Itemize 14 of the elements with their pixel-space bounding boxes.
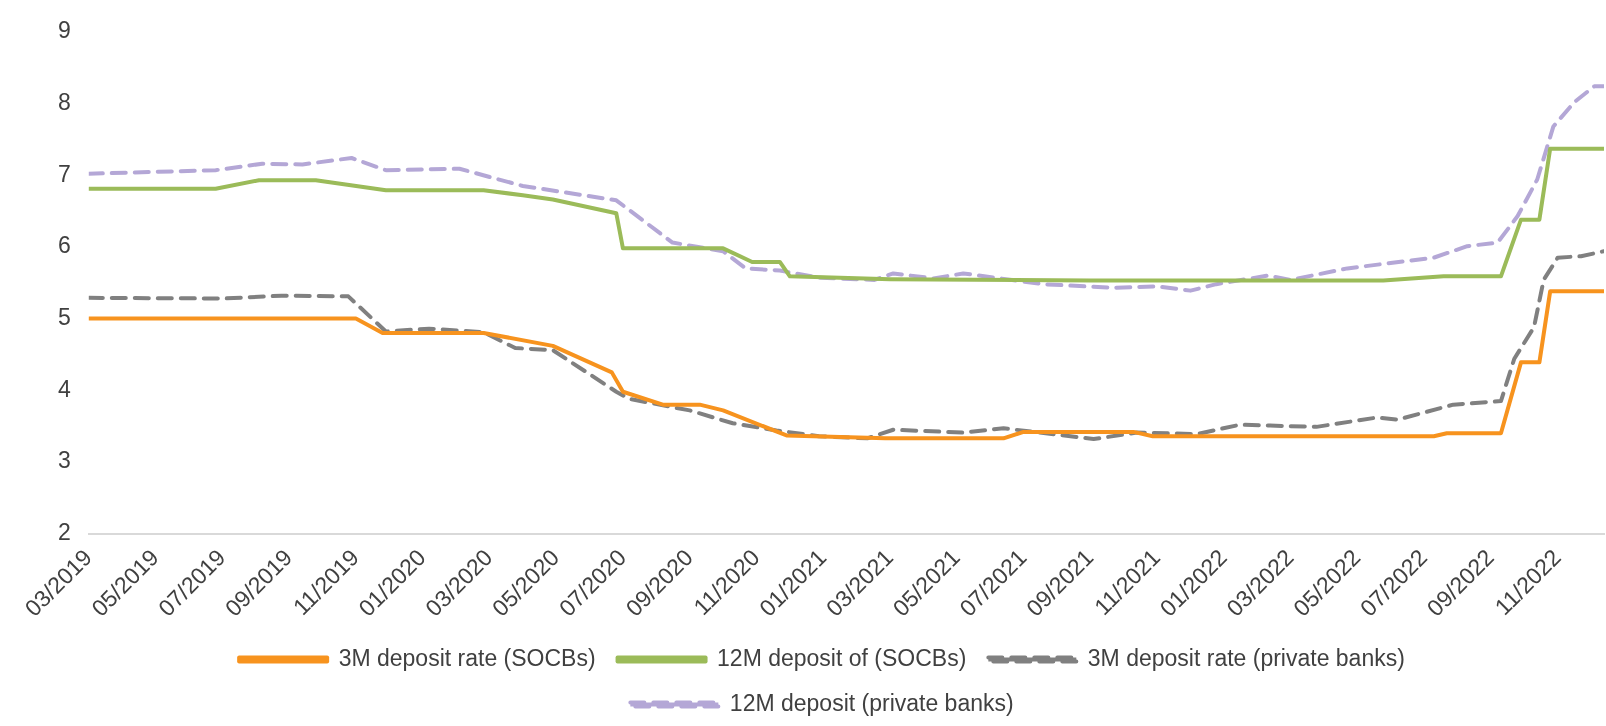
legend-label: 3M deposit rate (private banks): [1087, 644, 1405, 671]
y-tick-label: 9: [57, 17, 71, 44]
y-tick-label: 6: [57, 232, 71, 259]
y-tick-label: 4: [57, 375, 71, 402]
line-series: [88, 84, 1604, 293]
y-tick-label: 3: [57, 447, 71, 474]
y-tick-label: 2: [57, 519, 71, 546]
legend-label: 12M deposit (private banks): [729, 689, 1014, 716]
y-tick-label: 8: [57, 88, 71, 115]
line-series: [88, 249, 1604, 442]
legend-label: 3M deposit rate (SOCBs): [338, 644, 596, 671]
legend-label: 12M deposit of (SOCBs): [717, 644, 967, 671]
y-tick-label: 7: [57, 160, 71, 187]
y-tick-label: 5: [57, 303, 71, 330]
